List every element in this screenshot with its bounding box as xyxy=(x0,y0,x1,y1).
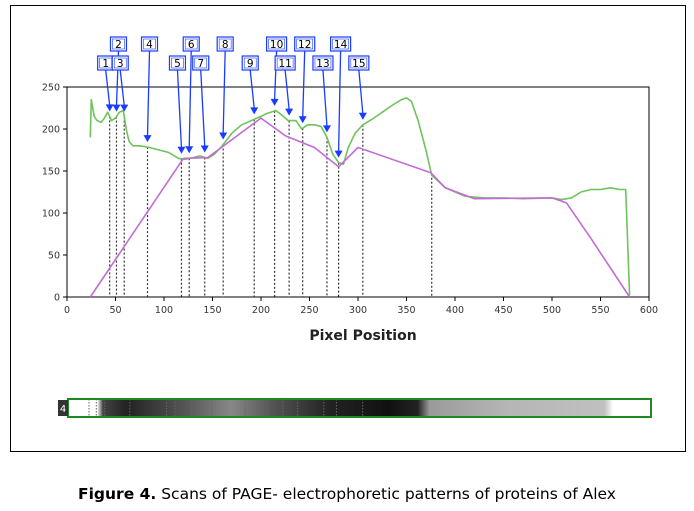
band-arrow-line xyxy=(222,50,226,134)
caption-label: Figure 4. xyxy=(78,485,157,503)
band-arrow-line xyxy=(358,69,364,114)
band-arrow-head xyxy=(120,104,129,112)
band-marker-label: 12 xyxy=(298,39,311,51)
band-marker-inner xyxy=(194,57,208,69)
band-marker-inner xyxy=(268,38,285,50)
band-arrow-line xyxy=(105,69,111,106)
band-arrow-head xyxy=(334,150,343,158)
x-tick-label: 150 xyxy=(203,305,221,316)
band-marker-box xyxy=(265,36,288,52)
band-marker-inner xyxy=(113,57,127,69)
band-arrow-head xyxy=(219,132,228,140)
band-arrow-line xyxy=(200,69,206,147)
x-tick-label: 300 xyxy=(349,305,367,316)
plot-area xyxy=(66,86,650,298)
band-arrow-head xyxy=(270,98,279,106)
band-arrow-line xyxy=(302,50,306,118)
y-tick-label: 150 xyxy=(42,167,60,178)
y-tick-label: 0 xyxy=(54,293,60,304)
band-arrow-head xyxy=(358,112,367,120)
band-marker-inner xyxy=(314,57,332,69)
x-tick-label: 600 xyxy=(640,305,658,316)
band-arrow-line xyxy=(249,69,255,109)
x-tick-label: 200 xyxy=(252,305,270,316)
band-arrow-head xyxy=(143,135,152,143)
x-tick-label: 250 xyxy=(300,305,318,316)
band-arrow-head xyxy=(112,104,121,112)
band-marker-label: 10 xyxy=(270,39,283,51)
densitometry-chart: 0 50 100 150 200 250 300 350 400 450 500 550 600 0 50 1… xyxy=(42,36,658,418)
band-marker-inner xyxy=(112,38,125,50)
profile-series-line xyxy=(89,97,631,296)
band-marker-inner xyxy=(243,57,257,69)
figure-caption: Figure 4. Scans of PAGE- electrophoretic… xyxy=(0,485,694,503)
band-marker-label: 1 xyxy=(102,58,109,70)
band-arrow-line xyxy=(176,69,183,148)
band-arrow-head xyxy=(298,116,307,124)
y-tick-label: 100 xyxy=(42,209,60,220)
band-marker-label: 13 xyxy=(316,58,329,70)
band-arrow-line xyxy=(188,50,192,148)
band-marker-inner xyxy=(218,38,232,50)
band-marker-label: 4 xyxy=(146,39,153,51)
band-arrow-head xyxy=(105,104,114,112)
x-tick-label: 450 xyxy=(494,305,512,316)
band-marker-label: 14 xyxy=(334,39,348,51)
band-arrow-head xyxy=(200,145,209,153)
gel-lane-strip xyxy=(67,398,652,418)
band-arrow-head xyxy=(285,108,294,116)
x-tick-label: 100 xyxy=(155,305,173,316)
x-tick-label: 50 xyxy=(109,305,121,316)
x-axis-title: Pixel Position xyxy=(309,328,416,344)
band-arrow-line xyxy=(146,50,151,137)
baseline-series-line xyxy=(89,117,631,298)
band-arrow-line xyxy=(284,69,290,110)
band-marker-label: 5 xyxy=(174,58,181,70)
band-marker-inner xyxy=(350,57,368,69)
band-marker-label: 3 xyxy=(117,58,124,70)
band-marker-inner xyxy=(171,57,184,69)
gel-lane-label-box xyxy=(58,400,68,416)
x-tick-label: 500 xyxy=(543,305,561,316)
band-marker-inner xyxy=(296,38,314,50)
band-arrow-head xyxy=(322,125,331,133)
x-tick-label: 400 xyxy=(446,305,464,316)
band-arrow-head xyxy=(250,107,259,115)
caption-text: Scans of PAGE- electrophoretic patterns … xyxy=(161,485,616,503)
y-tick-label: 250 xyxy=(42,83,60,94)
figure-frame: 0 50 100 150 200 250 300 350 400 450 500 550 600 0 50 1… xyxy=(10,5,686,452)
band-arrow-line xyxy=(337,50,342,152)
band-marker-inner xyxy=(143,38,156,50)
band-arrow-line xyxy=(322,69,328,127)
y-tick-label: 50 xyxy=(48,251,60,262)
band-marker-label: 6 xyxy=(188,39,195,51)
band-marker-label: 15 xyxy=(352,58,365,70)
band-marker-inner xyxy=(332,38,349,50)
band-marker-label: 9 xyxy=(247,58,254,70)
x-tick-label: 550 xyxy=(591,305,609,316)
band-arrow-line xyxy=(119,69,125,106)
band-marker-inner xyxy=(276,57,294,69)
band-marker-label: 11 xyxy=(278,58,291,70)
band-marker-label: 8 xyxy=(222,39,229,51)
band-arrow-head xyxy=(185,146,194,154)
x-tick-label: 350 xyxy=(397,305,415,316)
y-tick-label: 200 xyxy=(42,125,60,136)
band-marker-label: 2 xyxy=(115,39,122,51)
band-marker-inner xyxy=(184,38,198,50)
x-tick-label: 0 xyxy=(64,305,70,316)
gel-lane-label: 4 xyxy=(60,404,66,415)
band-marker-box xyxy=(241,55,259,71)
band-marker-label: 7 xyxy=(197,58,204,70)
band-arrow-head xyxy=(177,146,186,154)
